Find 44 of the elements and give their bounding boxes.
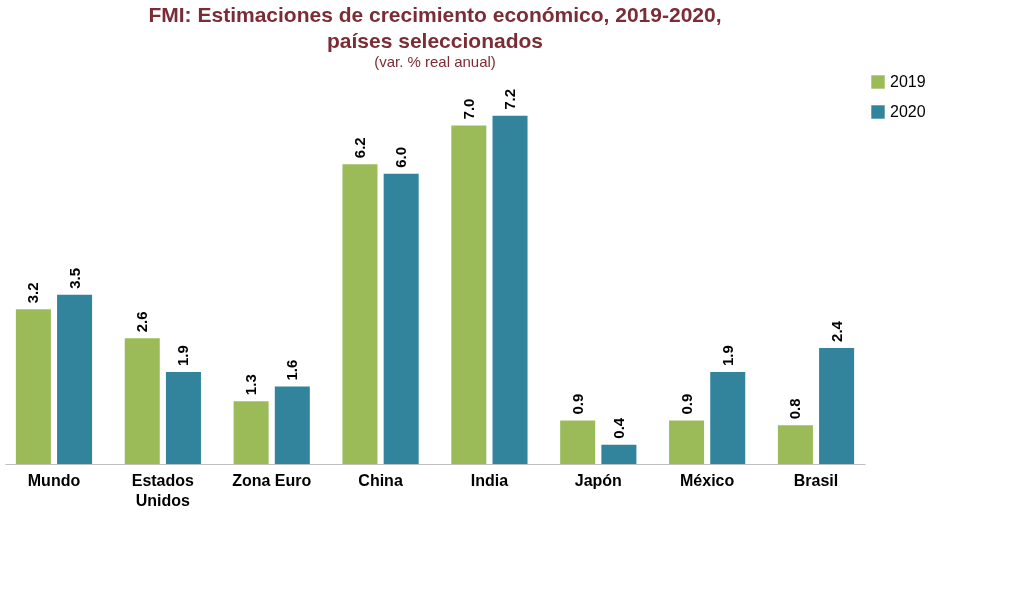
data-label: 0.9 xyxy=(568,393,586,415)
data-label: 2.6 xyxy=(133,311,151,333)
bar xyxy=(165,372,201,464)
bar xyxy=(15,309,51,464)
x-tick-label: Mundo xyxy=(27,471,81,489)
x-tick-label: Brasil xyxy=(793,471,839,489)
chart-title: FMI: Estimaciones de crecimiento económico, 2019-2020, países seleccionados xyxy=(148,3,722,52)
data-label: 2.4 xyxy=(827,320,845,342)
bar xyxy=(124,338,160,464)
bar xyxy=(274,386,310,464)
legend-label: 2020 xyxy=(890,103,926,120)
data-label: 0.4 xyxy=(609,417,627,439)
data-label: 7.0 xyxy=(459,98,477,120)
x-tick-label: India xyxy=(470,471,509,489)
legend-label: 2019 xyxy=(890,73,926,90)
data-label: 1.3 xyxy=(242,374,260,396)
x-tick-label: México xyxy=(680,471,735,489)
data-label: 6.0 xyxy=(392,146,410,168)
x-tick-label: Estados Unidos xyxy=(131,471,195,509)
data-label: 1.6 xyxy=(283,359,301,381)
bar xyxy=(777,425,813,464)
chart-subtitle: (var. % real anual) xyxy=(374,53,496,70)
data-label: 6.2 xyxy=(350,137,368,159)
bar xyxy=(233,401,269,464)
bar xyxy=(383,173,419,464)
bar xyxy=(560,420,596,464)
data-label: 0.8 xyxy=(786,398,804,420)
x-tick-label: Zona Euro xyxy=(232,471,312,489)
data-label: 1.9 xyxy=(718,345,736,367)
x-tick-label: Japón xyxy=(574,471,622,489)
data-label: 3.2 xyxy=(24,282,42,304)
bar xyxy=(669,420,705,464)
bar xyxy=(57,294,93,464)
bar xyxy=(342,164,378,464)
bar xyxy=(819,347,855,464)
data-label: 7.2 xyxy=(501,88,519,110)
x-tick-label: China xyxy=(358,471,403,489)
data-label: 1.9 xyxy=(174,345,192,367)
bar xyxy=(601,444,637,464)
data-label: 3.5 xyxy=(65,267,83,289)
bar xyxy=(710,372,746,464)
data-label: 0.9 xyxy=(677,393,695,415)
bar xyxy=(492,115,528,464)
bar xyxy=(451,125,487,464)
